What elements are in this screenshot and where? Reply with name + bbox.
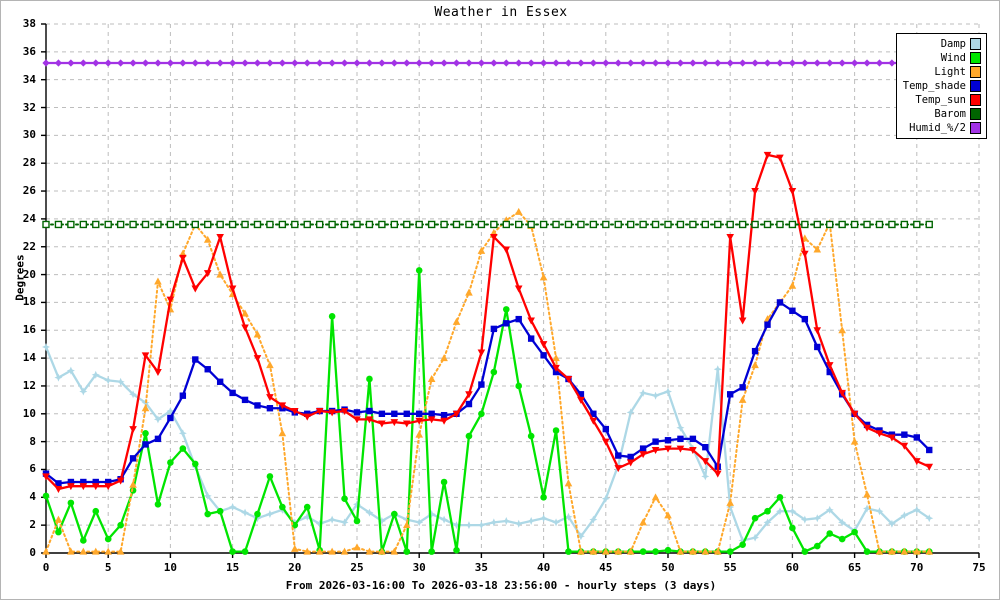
axis-lines (41, 23, 980, 558)
legend-label: Temp_shade (902, 80, 966, 92)
legend-label: Humid_%/2 (909, 122, 966, 134)
legend-color-swatch (970, 108, 981, 120)
x-axis-title: From 2026-03-16:00 To 2026-03-18 23:56:0… (285, 579, 717, 592)
y-tick-label: 28 (22, 156, 36, 170)
x-tick-label: 30 (412, 561, 426, 574)
y-tick-label: 6 (29, 462, 36, 476)
legend-item-temp-shade[interactable]: Temp_shade (903, 79, 981, 93)
y-tick-label: 18 (22, 295, 36, 309)
chart-title: Weather in Essex (434, 5, 568, 20)
legend-item-damp[interactable]: Damp (903, 37, 981, 51)
series-barom (42, 220, 933, 229)
x-tick-label: 50 (661, 561, 675, 574)
grid-lines (46, 23, 980, 554)
legend-label: Barom (934, 108, 966, 120)
series-humid-2 (42, 59, 933, 67)
y-tick-label: 12 (22, 378, 36, 392)
y-tick-label: 2 (29, 518, 36, 532)
legend-label: Wind (940, 52, 966, 64)
y-tick-label: 8 (29, 434, 36, 448)
legend-color-swatch (970, 66, 981, 78)
x-tick-label: 55 (723, 561, 737, 574)
x-tick-label: 25 (350, 561, 364, 574)
legend-label: Light (934, 66, 966, 78)
x-tick-label: 20 (288, 561, 302, 574)
x-tick-label: 40 (536, 561, 551, 574)
legend-label: Temp_sun (915, 94, 966, 106)
chart-legend: Damp Wind Light Temp_shade Temp_sun Barom Humi… (895, 33, 987, 139)
y-tick-label: 20 (22, 267, 36, 281)
series-wind (42, 267, 933, 555)
legend-color-swatch (970, 122, 981, 134)
y-tick-label: 16 (22, 323, 36, 337)
y-tick-label: 10 (22, 406, 36, 420)
series-temp-sun (42, 151, 934, 493)
y-tick-label: 4 (29, 490, 36, 504)
y-tick-label: 26 (22, 184, 36, 198)
series-light (42, 207, 934, 555)
x-tick-label: 70 (910, 561, 924, 574)
x-tick-label: 75 (972, 561, 986, 574)
x-tick-label: 65 (847, 561, 862, 574)
legend-label: Damp (940, 38, 966, 50)
legend-color-swatch (970, 80, 981, 92)
legend-item-barom[interactable]: Barom (903, 107, 981, 121)
y-tick-label: 36 (22, 44, 36, 58)
y-tick-label: 30 (22, 128, 36, 142)
x-tick-label: 60 (785, 561, 800, 574)
y-tick-label: 24 (22, 211, 36, 225)
legend-color-swatch (970, 52, 981, 64)
legend-color-swatch (970, 38, 981, 50)
y-tick-label: 32 (22, 100, 36, 114)
x-tick-label: 45 (599, 561, 613, 574)
x-tick-label: 0 (42, 561, 50, 574)
y-tick-label: 22 (22, 239, 36, 253)
x-tick-label: 10 (163, 561, 178, 574)
x-tick-label: 5 (104, 561, 112, 574)
x-tick-label: 35 (474, 561, 489, 574)
y-tick-label: 0 (29, 546, 36, 559)
legend-item-temp-sun[interactable]: Temp_sun (903, 93, 981, 107)
y-tick-label: 14 (22, 351, 36, 365)
y-tick-label: 34 (22, 72, 36, 86)
x-tick-label: 15 (225, 561, 240, 574)
legend-item-humid-2[interactable]: Humid_%/2 (903, 121, 981, 135)
series-damp (42, 342, 934, 545)
legend-item-light[interactable]: Light (903, 65, 981, 79)
legend-item-wind[interactable]: Wind (903, 51, 981, 65)
y-tick-label: 38 (22, 17, 36, 30)
legend-color-swatch (970, 94, 981, 106)
